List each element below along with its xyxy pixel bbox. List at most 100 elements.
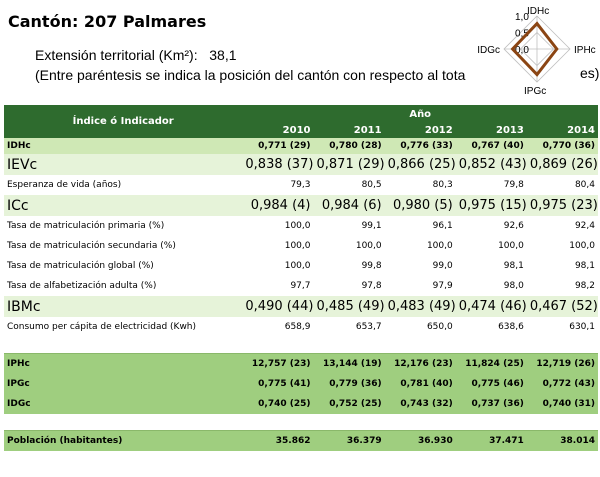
canton-title: Cantón: 207 Palmares xyxy=(8,12,207,31)
table-row: Tasa de matriculación secundaria (%) 100,… xyxy=(4,236,598,256)
value-cell: 97,9 xyxy=(384,276,456,296)
spacer-row xyxy=(4,414,598,431)
value-cell xyxy=(455,337,527,354)
row-label xyxy=(4,337,243,354)
value-cell: 0,780 (28) xyxy=(313,138,385,154)
row-label: Tasa de matriculación global (%) xyxy=(4,256,243,276)
value-cell: 0,737 (36) xyxy=(455,394,527,414)
row-label: IDGc xyxy=(4,394,243,414)
value-cell: 0,866 (25) xyxy=(384,154,456,175)
value-cell: 98,2 xyxy=(526,276,598,296)
position-note-text: (Entre paréntesis se indica la posición … xyxy=(35,67,466,83)
value-cell: 92,6 xyxy=(455,216,527,236)
spacer-row xyxy=(4,337,598,354)
value-cell: 98,0 xyxy=(455,276,527,296)
value-cell: 0,740 (25) xyxy=(242,394,314,414)
row-label: IPGc xyxy=(4,374,243,394)
value-cell: 79,8 xyxy=(455,175,527,195)
value-cell: 11,824 (25) xyxy=(455,353,527,374)
year-cell: 2014 xyxy=(526,123,598,138)
value-cell: 0,767 (40) xyxy=(455,138,527,154)
position-note: (Entre paréntesis se indica la posición … xyxy=(35,67,465,83)
value-cell: 0,752 (25) xyxy=(313,394,385,414)
value-cell: 0,775 (41) xyxy=(242,374,314,394)
radar-axis-label: IPHc xyxy=(574,45,596,56)
year-header: Año xyxy=(242,105,598,123)
value-cell: 35.862 xyxy=(242,430,314,451)
value-cell: 0,772 (43) xyxy=(526,374,598,394)
value-cell: 0,770 (36) xyxy=(526,138,598,154)
radar-axis-label: IPGc xyxy=(524,86,546,97)
table-row: IEVc 0,838 (37) 0,871 (29) 0,866 (25) 0,852 … xyxy=(4,154,598,175)
value-cell: 92,4 xyxy=(526,216,598,236)
radar-tick-label: 0,0 xyxy=(515,45,529,56)
value-cell xyxy=(526,337,598,354)
value-cell: 0,775 (46) xyxy=(455,374,527,394)
value-cell: 0,980 (5) xyxy=(384,195,456,216)
value-cell: 12,757 (23) xyxy=(242,353,314,374)
row-label: IPHc xyxy=(4,353,243,374)
value-cell: 0,740 (31) xyxy=(526,394,598,414)
radar-axis-label: IDHc xyxy=(527,6,549,17)
radar-chart: 1,0 0,5 0,0 IDHc IPHc IPGc IDGc es) xyxy=(477,6,599,97)
year-cell: 2011 xyxy=(313,123,385,138)
row-label: IEVc xyxy=(4,154,243,175)
value-cell: 80,3 xyxy=(384,175,456,195)
value-cell: 97,8 xyxy=(313,276,385,296)
value-cell: 0,485 (49) xyxy=(313,296,385,317)
indicator-table: Índice ó Indicador Año 2010 2011 2012 20… xyxy=(4,105,598,451)
table-row: IDHc 0,771 (29) 0,780 (28) 0,776 (33) 0,767 … xyxy=(4,138,598,154)
table-row: IPHc 12,757 (23) 13,144 (19) 12,176 (23) 11,… xyxy=(4,353,598,374)
value-cell: 100,0 xyxy=(242,216,314,236)
value-cell xyxy=(455,414,527,431)
table-row: ICc 0,984 (4) 0,984 (6) 0,980 (5) 0,975 (15)… xyxy=(4,195,598,216)
value-cell xyxy=(384,337,456,354)
row-label: Población (habitantes) xyxy=(4,430,243,451)
value-cell xyxy=(313,414,385,431)
value-cell: 79,3 xyxy=(242,175,314,195)
table-row: IDGc 0,740 (25) 0,752 (25) 0,743 (32) 0,737 … xyxy=(4,394,598,414)
value-cell: 0,467 (52) xyxy=(526,296,598,317)
value-cell: 100,0 xyxy=(384,236,456,256)
value-cell: 100,0 xyxy=(455,236,527,256)
value-cell xyxy=(242,337,314,354)
value-cell: 0,490 (44) xyxy=(242,296,314,317)
table-row: Población (habitantes) 35.862 36.379 36.930… xyxy=(4,430,598,451)
value-cell xyxy=(313,337,385,354)
value-cell: 100,0 xyxy=(242,236,314,256)
value-cell: 100,0 xyxy=(242,256,314,276)
value-cell: 0,776 (33) xyxy=(384,138,456,154)
radar-tick-label: 1,0 xyxy=(515,12,529,23)
table-row: Tasa de matriculación global (%) 100,0 99,… xyxy=(4,256,598,276)
value-cell: 0,984 (6) xyxy=(313,195,385,216)
row-label: IDHc xyxy=(4,138,243,154)
row-label: Esperanza de vida (años) xyxy=(4,175,243,195)
table-row: Esperanza de vida (años) 79,3 80,5 80,3 79,8… xyxy=(4,175,598,195)
year-cell: 2012 xyxy=(384,123,456,138)
table-row: Consumo per cápita de electricidad (Kwh)… xyxy=(4,317,598,337)
value-cell: 0,871 (29) xyxy=(313,154,385,175)
value-cell: 36.379 xyxy=(313,430,385,451)
value-cell: 0,771 (29) xyxy=(242,138,314,154)
value-cell: 96,1 xyxy=(384,216,456,236)
value-cell: 100,0 xyxy=(313,236,385,256)
radar-labels: 1,0 0,5 0,0 IDHc IPHc IPGc IDGc xyxy=(477,6,595,97)
radar-axis-label: IDGc xyxy=(477,45,500,56)
row-label: Tasa de matriculación primaria (%) xyxy=(4,216,243,236)
value-cell: 650,0 xyxy=(384,317,456,337)
value-cell: 0,984 (4) xyxy=(242,195,314,216)
value-cell: 80,4 xyxy=(526,175,598,195)
value-cell: 80,5 xyxy=(313,175,385,195)
value-cell: 12,176 (23) xyxy=(384,353,456,374)
extension-line: Extensión territorial (Km²): 38,1 xyxy=(35,47,237,63)
row-label: Tasa de alfabetización adulta (%) xyxy=(4,276,243,296)
value-cell: 0,474 (46) xyxy=(455,296,527,317)
value-cell: 0,975 (23) xyxy=(526,195,598,216)
year-cell: 2013 xyxy=(455,123,527,138)
value-cell: 0,483 (49) xyxy=(384,296,456,317)
value-cell: 0,743 (32) xyxy=(384,394,456,414)
year-cell: 2010 xyxy=(242,123,314,138)
row-label: Tasa de matriculación secundaria (%) xyxy=(4,236,243,256)
table-row: Tasa de alfabetización adulta (%) 97,7 97,… xyxy=(4,276,598,296)
value-cell xyxy=(526,414,598,431)
